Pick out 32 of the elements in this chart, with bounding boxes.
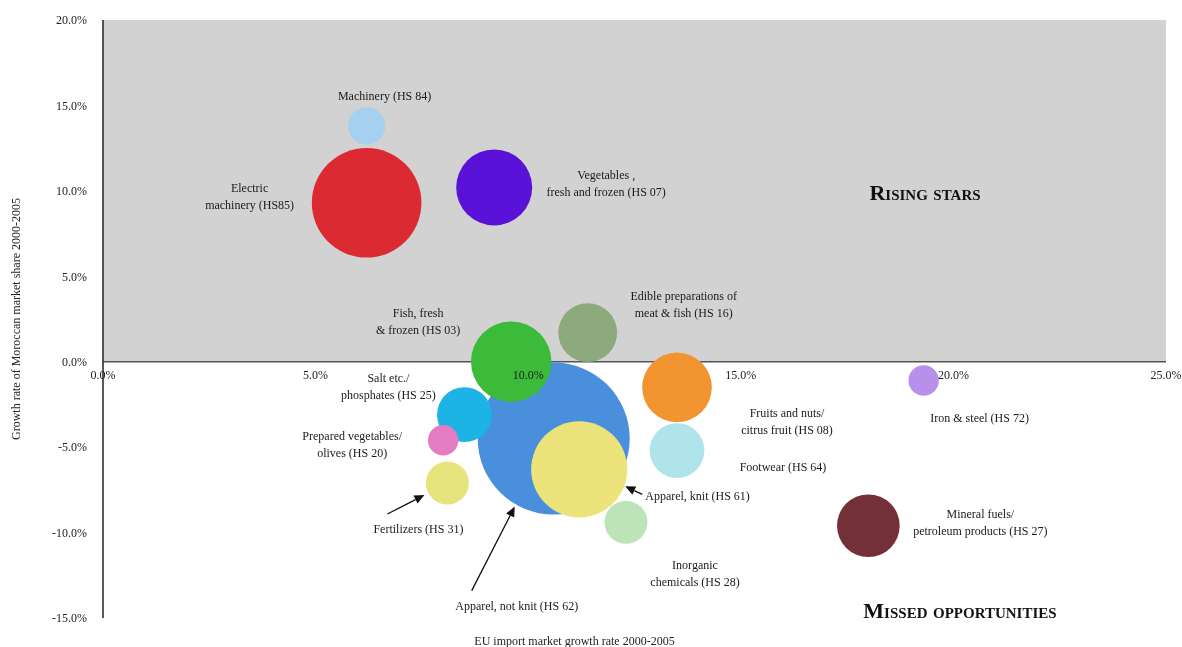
series-label: Iron & steel (HS 72)	[930, 410, 1029, 425]
series-label: Inorganic chemicals (HS 28)	[650, 558, 740, 590]
series-label: Edible preparations of meat & fish (HS 16)	[630, 288, 738, 320]
series-label: Electric machinery (HS85)	[205, 180, 295, 212]
y-axis-title: Growth rate of Moroccan market share 2000-2005	[9, 198, 24, 440]
y-tick-label: -15.0%	[52, 611, 87, 626]
x-tick-label: 10.0%	[512, 367, 544, 382]
text: Prepared vegetables/ olives (HS 20)	[302, 429, 403, 461]
text: Fruits and nuts/ citrus fruit (HS 08)	[741, 406, 833, 438]
x-tick-label: 25.0%	[1150, 367, 1182, 382]
y-tick-label: -5.0%	[58, 440, 87, 455]
x-tick-label: 20.0%	[937, 367, 969, 382]
series-label: Vegetables , fresh and frozen (HS 07)	[546, 168, 666, 200]
annotation: Missed opportunities	[863, 597, 1057, 623]
annotation: Rising stars	[869, 179, 981, 205]
series-label: Machinery (HS 84)	[337, 88, 432, 103]
series-label: Salt etc./ phosphates (HS 25)	[341, 370, 436, 402]
y-tick-label: 10.0%	[56, 184, 87, 199]
series-label: Fertilizers (HS 31)	[373, 522, 464, 537]
text: Apparel, not knit (HS 62)	[455, 598, 579, 613]
y-tick-label: 15.0%	[56, 98, 87, 113]
series-label: Apparel, knit (HS 61)	[645, 489, 750, 504]
x-axis-title: EU import market growth rate 2000-2005	[474, 634, 675, 647]
y-tick-label: -10.0%	[52, 525, 87, 540]
series-label: Fish, fresh & frozen (HS 03)	[376, 305, 461, 337]
series-label: Mineral fuels/ petroleum products (HS 27)	[913, 506, 1048, 538]
y-tick-label: 5.0%	[62, 269, 87, 284]
text: Footwear (HS 64)	[739, 459, 827, 474]
x-tick-label: 5.0%	[303, 367, 329, 382]
y-tick-label: 0.0%	[62, 354, 87, 369]
x-tick-label: 15.0%	[725, 367, 757, 382]
y-tick-label: 20.0%	[56, 13, 87, 28]
